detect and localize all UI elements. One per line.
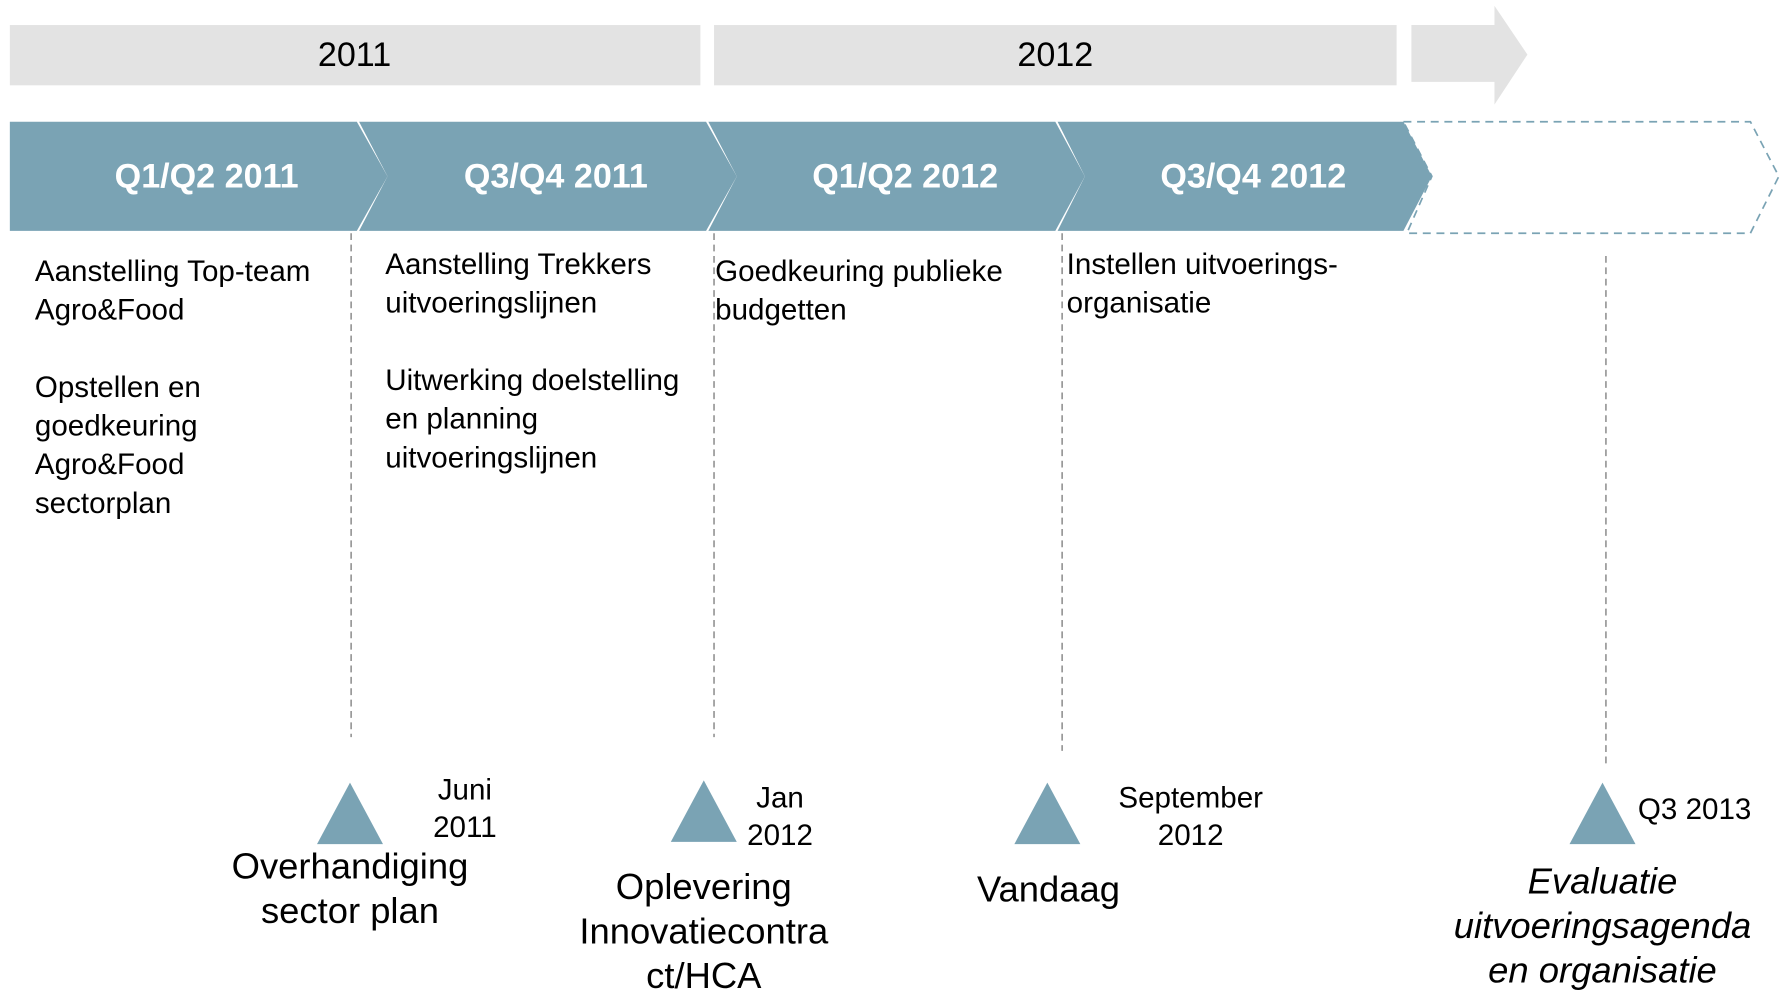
milestone-date: 2011 [433, 811, 497, 844]
milestone-date: 2012 [1158, 819, 1224, 852]
milestone-label: uitvoeringsagenda [1454, 905, 1751, 946]
phase-label: Q1/Q2 2012 [812, 158, 998, 196]
milestone-date: Juni [438, 774, 492, 807]
milestone-label: Vandaag [977, 868, 1120, 909]
milestone-triangle [317, 782, 383, 845]
description-line: Agro&Food [35, 294, 185, 327]
description-line: Aanstelling Trekkers [385, 248, 651, 281]
description-line: organisatie [1067, 287, 1212, 320]
year-bar [714, 25, 1397, 86]
future-chevron [1402, 120, 1780, 235]
milestone-label: Innovatiecontra [579, 911, 829, 952]
milestone-date: Q3 2013 [1638, 793, 1751, 826]
milestone-date: Jan [756, 782, 804, 815]
description-line: budgetten [715, 294, 847, 327]
year-label: 2011 [318, 36, 391, 74]
description-line: Opstellen en [35, 371, 201, 404]
description-line: en planning [385, 403, 538, 436]
phase-chevron [1057, 121, 1432, 231]
milestone-label: sector plan [261, 890, 439, 931]
milestone-label: Evaluatie [1528, 861, 1678, 902]
milestone-label: ct/HCA [646, 955, 762, 992]
milestone-date: September [1118, 782, 1263, 815]
milestone-date: 2012 [747, 819, 813, 852]
milestone-triangle [1014, 782, 1081, 845]
description-line: Goedkeuring publieke [715, 255, 1003, 288]
year-bar [9, 25, 701, 86]
milestone-label: Oplevering [616, 866, 792, 907]
description-line: Instellen uitvoerings- [1067, 248, 1338, 281]
phase-chevron [9, 121, 388, 231]
description-line: goedkeuring [35, 410, 198, 443]
description-line: Aanstelling Top-team [35, 255, 311, 288]
description-line: uitvoeringslijnen [385, 441, 597, 474]
phase-chevron [359, 121, 737, 231]
milestone-triangle [1569, 782, 1636, 845]
phase-label: Q3/Q4 2012 [1160, 158, 1346, 196]
milestone-label: en organisatie [1488, 949, 1717, 990]
year-label: 2012 [1017, 36, 1093, 74]
year-arrow [1411, 5, 1528, 105]
dividers [350, 233, 1607, 768]
phase-label: Q1/Q2 2011 [115, 158, 299, 196]
description-line: uitvoeringslijnen [385, 287, 597, 320]
phase-chevron [708, 121, 1085, 231]
milestone-label: Overhandiging [232, 846, 469, 887]
description-line: Uitwerking doelstelling [385, 364, 679, 397]
description-line: Agro&Food [35, 448, 185, 481]
milestone-triangle [670, 780, 737, 842]
description-line: sectorplan [35, 487, 171, 520]
phase-label: Q3/Q4 2011 [464, 158, 648, 196]
